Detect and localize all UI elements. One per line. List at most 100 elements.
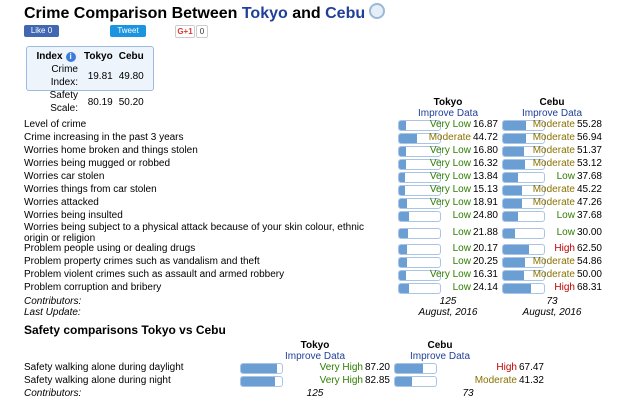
safety-tokyo-value: 87.20 (364, 362, 390, 373)
tokyo-level: Low 20.25 (453, 256, 498, 267)
tokyo-level-word: Low (452, 282, 471, 293)
cebu-level-word: Low (556, 171, 575, 182)
tokyo-level: Moderate 44.72 (429, 132, 498, 143)
cebu-level-word: Moderate (532, 132, 575, 143)
info-icon[interactable]: i (65, 52, 76, 62)
cebu-level-word: Low (556, 210, 575, 221)
safety-contributors-b: 73 (462, 388, 474, 399)
city-a-link[interactable]: Tokyo (241, 5, 288, 22)
cebu-bar-fill (503, 212, 519, 221)
safety-improve-link-a[interactable]: Improve Data (284, 351, 346, 362)
safety-improve-link-b[interactable]: Improve Data (409, 351, 471, 362)
tokyo-level: Very Low 15.13 (430, 184, 498, 195)
cebu-cell: Moderate 45.22 (502, 184, 602, 196)
swap-icon[interactable] (369, 3, 386, 19)
city-b-link[interactable]: Cebu (325, 5, 366, 22)
tokyo-value: 16.31 (472, 269, 498, 280)
crime-col-head-a: Tokyo (433, 97, 463, 108)
crime-row-label: Problem people using or dealing drugs (24, 243, 196, 254)
cebu-bar (502, 159, 545, 170)
cebu-level-word: Moderate (532, 197, 575, 208)
cebu-level: High 68.31 (554, 282, 602, 293)
safety-cebu-value: 67.47 (518, 362, 544, 373)
tokyo-level-word: Very Low (429, 197, 471, 208)
improve-data-link-a[interactable]: Improve Data (417, 108, 479, 119)
cebu-cell: Moderate 50.00 (502, 269, 602, 281)
tokyo-value: 15.13 (472, 184, 498, 195)
tokyo-level-word: Low (452, 210, 471, 221)
tokyo-bar-fill (399, 284, 409, 293)
safety-tokyo-level-word: Very High (319, 362, 363, 373)
tokyo-value: 20.17 (472, 243, 498, 254)
tokyo-value: 20.25 (472, 256, 498, 267)
tokyo-level-word: Very Low (429, 119, 471, 130)
tokyo-level: Very Low 16.32 (430, 158, 498, 169)
google-plus-count: 0 (196, 25, 208, 38)
index-col-b: Cebu (118, 51, 144, 62)
tokyo-bar (398, 270, 441, 281)
cebu-value: 68.31 (576, 282, 602, 293)
cebu-bar (502, 172, 545, 183)
crime-row-label: Worries home broken and things stolen (24, 145, 198, 156)
facebook-like-button[interactable]: Like 0 (24, 25, 59, 37)
contributors-label: Contributors: (24, 296, 82, 307)
improve-data-link-b[interactable]: Improve Data (521, 108, 583, 119)
safety-col-head-b: Cebu (427, 340, 453, 351)
tokyo-value: 18.91 (472, 197, 498, 208)
tokyo-bar-fill (399, 134, 418, 143)
cebu-cell: Low 37.68 (502, 171, 602, 183)
cebu-bar (502, 198, 545, 209)
cebu-bar-fill (503, 229, 516, 238)
tokyo-level-word: Low (452, 243, 471, 254)
cebu-value: 53.12 (576, 158, 602, 169)
cebu-bar (502, 270, 545, 281)
safety-tokyo-bar-fill (241, 364, 277, 373)
cebu-cell: High 62.50 (502, 243, 602, 255)
crime-row-label: Problem property crimes such as vandalis… (24, 256, 260, 267)
cebu-value: 37.68 (576, 210, 602, 221)
cebu-level: Moderate 45.22 (533, 184, 602, 195)
cebu-bar-fill (503, 245, 529, 254)
tokyo-cell: Very Low 16.87 (398, 119, 498, 131)
tokyo-bar (398, 244, 441, 255)
google-plus-button[interactable]: G+1 (175, 25, 195, 38)
cebu-bar-fill (503, 147, 525, 156)
cebu-bar-fill (503, 258, 526, 267)
cebu-bar (502, 120, 545, 131)
cebu-bar (502, 283, 545, 294)
tokyo-bar-fill (399, 173, 405, 182)
tweet-button[interactable]: Tweet (110, 25, 146, 37)
tokyo-level-word: Low (452, 256, 471, 267)
cebu-bar-fill (503, 271, 524, 280)
safety-cebu-level: Moderate 41.32 (475, 375, 544, 386)
cebu-level: Moderate 55.28 (533, 119, 602, 130)
cebu-level: High 62.50 (554, 243, 602, 254)
tokyo-bar (398, 133, 441, 144)
index-row-label: Crime Index: (50, 64, 78, 88)
cebu-level-word: Moderate (532, 158, 575, 169)
cebu-level: Moderate 53.12 (533, 158, 602, 169)
tokyo-level: Very Low 13.84 (430, 171, 498, 182)
cebu-value: 45.22 (576, 184, 602, 195)
tokyo-bar-fill (399, 160, 406, 169)
cebu-level: Moderate 51.37 (533, 145, 602, 156)
cebu-value: 50.00 (576, 269, 602, 280)
tokyo-level: Very Low 16.87 (430, 119, 498, 130)
tokyo-cell: Very Low 16.80 (398, 145, 498, 157)
safety-tokyo-bar-fill (241, 377, 275, 386)
tokyo-bar (398, 185, 441, 196)
tokyo-cell: Low 20.17 (398, 243, 498, 255)
crime-row-label: Problem violent crimes such as assault a… (24, 269, 285, 280)
cebu-value: 56.94 (576, 132, 602, 143)
cebu-level: Low 37.68 (557, 171, 602, 182)
safety-cebu-bar-fill (395, 377, 412, 386)
index-value-a: 80.19 (87, 96, 113, 108)
cebu-level: Moderate 54.86 (533, 256, 602, 267)
tokyo-value: 13.84 (472, 171, 498, 182)
cebu-bar (502, 133, 545, 144)
index-summary-box: Index i Tokyo Cebu Crime Index: 19.81 49.… (26, 46, 154, 114)
cebu-value: 51.37 (576, 145, 602, 156)
crime-row-label: Level of crime (24, 119, 87, 130)
safety-cebu-value: 41.32 (518, 375, 544, 386)
tokyo-value: 21.88 (472, 227, 498, 238)
